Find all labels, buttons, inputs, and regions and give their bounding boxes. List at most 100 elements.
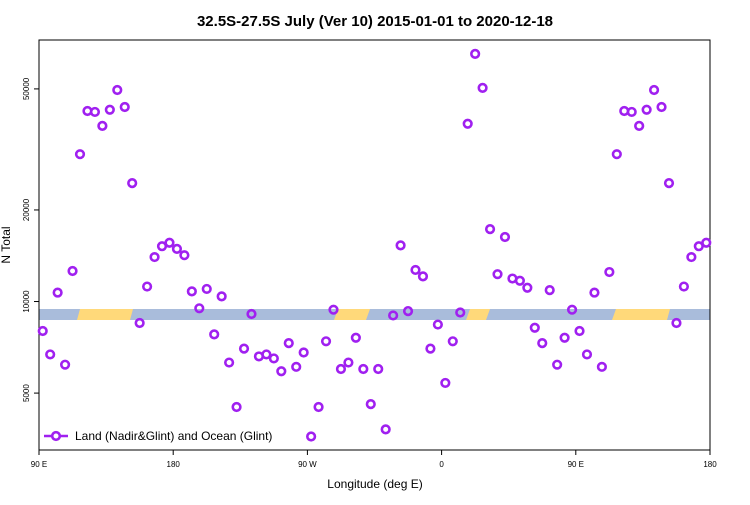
legend-marker	[50, 430, 62, 442]
data-point	[209, 329, 220, 340]
data-point	[402, 306, 414, 317]
data-point	[552, 359, 563, 370]
data-point	[67, 265, 78, 277]
data-point	[447, 336, 458, 347]
data-point	[179, 250, 190, 261]
data-point	[395, 240, 406, 251]
data-point	[238, 343, 250, 354]
data-point	[328, 304, 339, 315]
data-point	[291, 361, 302, 372]
data-point	[59, 359, 71, 370]
data-point	[380, 424, 391, 435]
data-point	[470, 48, 481, 59]
data-point	[142, 281, 153, 292]
data-point	[596, 361, 607, 372]
x-tick-label: 180	[703, 460, 717, 469]
data-point	[335, 363, 347, 375]
data-point	[417, 271, 429, 282]
y-axis-label: N Total	[0, 226, 13, 263]
data-point	[425, 343, 436, 354]
data-point	[298, 347, 309, 358]
y-tick-label: 5000	[22, 384, 31, 402]
data-point	[559, 332, 570, 343]
data-point	[656, 101, 667, 113]
data-point	[537, 337, 548, 349]
data-point	[231, 401, 242, 413]
data-point	[686, 251, 697, 263]
land-band	[466, 309, 490, 320]
data-point	[268, 353, 279, 364]
data-point	[306, 431, 317, 442]
data-point	[365, 399, 376, 410]
data-point	[74, 149, 86, 160]
data-point	[201, 283, 212, 295]
data-point	[410, 264, 421, 276]
data-point	[544, 285, 555, 296]
data-point	[313, 401, 324, 413]
data-point	[611, 149, 622, 160]
legend-label: Land (Nadir&Glint) and Ocean (Glint)	[75, 429, 272, 443]
data-point	[343, 357, 354, 368]
data-point	[455, 307, 466, 318]
data-point	[89, 106, 101, 118]
data-point	[701, 237, 712, 248]
data-point	[194, 303, 205, 314]
data-point	[52, 287, 63, 298]
x-tick-label: 90 E	[568, 460, 584, 469]
data-point	[529, 322, 540, 333]
data-point	[37, 325, 48, 337]
data-point	[149, 251, 160, 263]
data-point	[484, 224, 496, 235]
y-tick-label: 20000	[22, 198, 31, 221]
ocean-band	[39, 309, 710, 320]
data-point	[104, 104, 115, 115]
surface-band	[39, 309, 710, 320]
data-point	[276, 366, 287, 377]
land-band	[334, 309, 370, 320]
x-tick-label: 0	[439, 460, 444, 469]
data-point	[216, 291, 227, 302]
data-point	[134, 317, 145, 329]
data-point	[261, 349, 272, 360]
data-point	[589, 287, 600, 298]
x-axis-label: Longitude (deg E)	[327, 477, 422, 491]
data-point	[492, 269, 503, 280]
data-point	[373, 363, 384, 375]
data-point	[581, 349, 593, 360]
land-band	[612, 309, 670, 320]
data-point	[440, 377, 451, 389]
data-point	[663, 178, 675, 189]
data-point	[186, 286, 197, 297]
data-point	[574, 325, 585, 337]
data-point	[514, 275, 525, 286]
data-point	[604, 266, 615, 278]
chart-title: 32.5S-27.5S July (Ver 10) 2015-01-01 to …	[197, 13, 553, 30]
data-point	[432, 319, 443, 330]
data-point	[358, 363, 369, 375]
data-point	[634, 120, 645, 131]
data-point	[641, 104, 652, 115]
x-tick-label: 90 W	[298, 460, 317, 469]
data-point	[499, 231, 511, 243]
x-tick-label: 180	[167, 460, 181, 469]
data-point	[112, 84, 123, 96]
data-point	[224, 357, 235, 368]
y-tick-label: 10000	[22, 290, 31, 313]
data-point	[648, 84, 660, 96]
data-point	[566, 304, 578, 315]
data-point	[626, 106, 637, 118]
data-point	[119, 101, 130, 113]
data-point	[350, 332, 361, 343]
y-tick-label: 50000	[22, 77, 31, 100]
data-point	[45, 349, 56, 360]
data-point	[462, 118, 473, 129]
data-point	[477, 82, 488, 93]
data-point	[164, 237, 175, 248]
data-point	[97, 120, 108, 131]
data-point	[388, 310, 399, 321]
data-point	[283, 337, 294, 349]
data-point	[320, 336, 332, 347]
data-point	[671, 317, 682, 329]
